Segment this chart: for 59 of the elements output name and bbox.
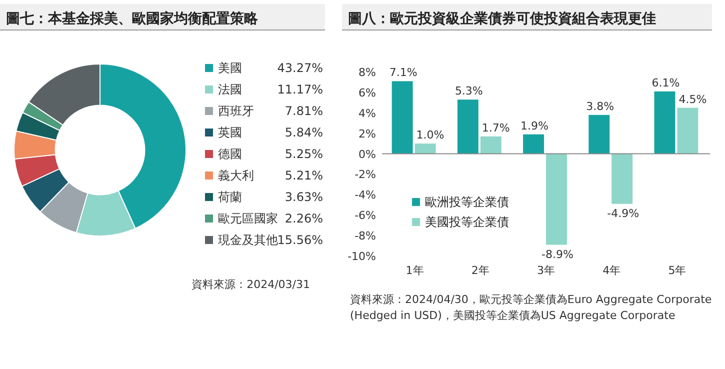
y-tick-label: 4% (358, 106, 376, 120)
bar (654, 91, 676, 154)
y-tick-label: -6% (354, 209, 376, 222)
data-label: 43.27% (277, 61, 323, 75)
source-note: 資料來源：2024/03/31 (192, 278, 310, 291)
bar (546, 154, 567, 245)
legend-label: 西班牙 (218, 104, 254, 118)
data-label: 11.17% (277, 82, 323, 96)
data-label: 1.7% (482, 121, 510, 134)
bar (612, 154, 633, 204)
bar (677, 108, 698, 154)
bar (588, 114, 610, 154)
y-tick-label: 0% (358, 148, 376, 161)
data-label: 5.84% (284, 126, 323, 140)
bar (523, 134, 544, 154)
legend-label: 美國投等企業債 (425, 215, 509, 229)
chart-title: 圖七：本基金採美、歐國家均衡配置策略 (6, 10, 259, 27)
data-label: 6.1% (652, 76, 680, 90)
y-tick-label: -10% (348, 250, 376, 263)
data-label: 5.25% (284, 147, 323, 161)
data-label: -8.9% (542, 248, 574, 261)
chart-title: 圖八：歐元投資級企業債券可使投資組合表現更佳 (348, 11, 656, 27)
legend-label: 美國 (218, 61, 242, 75)
legend-label: 法國 (218, 82, 242, 96)
data-label: 5.3% (454, 84, 483, 98)
y-tick-label: 8% (358, 66, 376, 79)
legend-label: 英國 (218, 126, 242, 140)
legend-label: 現金及其他 (218, 233, 278, 247)
data-label: 4.5% (678, 92, 707, 106)
y-tick-label: -8% (354, 230, 376, 243)
x-tick-label: 4年 (602, 264, 621, 277)
y-tick-label: -4% (354, 188, 376, 202)
bar (480, 136, 502, 154)
bar (457, 100, 478, 154)
data-label: 3.63% (284, 190, 323, 204)
y-tick-label: -2% (354, 168, 376, 182)
y-tick-label: 2% (358, 127, 376, 140)
data-label: 5.21% (284, 168, 323, 182)
y-tick-label: 6% (358, 86, 376, 100)
data-label: 2.26% (284, 212, 323, 226)
data-label: -4.9% (607, 206, 640, 220)
data-label: 1.0% (416, 128, 444, 142)
data-label: 15.56% (277, 233, 323, 247)
legend-label: 德國 (218, 147, 242, 161)
data-label: 1.9% (520, 119, 548, 132)
x-tick-label: 3年 (537, 264, 555, 277)
legend-label: 義大利 (218, 168, 254, 182)
data-label: 7.81% (284, 104, 323, 118)
source-note: 資料來源：2024/04/30，歐元投等企業債為Euro Aggregate Corporate (Hedged in USD)，美國投等企業債為US Aggregate Corporate (350, 292, 713, 324)
legend-label: 歐洲投等企業債 (425, 195, 509, 209)
x-tick-label: 1年 (406, 264, 424, 277)
data-label: 3.8% (586, 100, 614, 113)
legend-label: 荷蘭 (218, 190, 242, 204)
bar (414, 144, 436, 154)
bar (392, 81, 413, 154)
legend-label: 歐元區國家 (218, 212, 278, 226)
x-tick-label: 5年 (668, 264, 686, 277)
x-tick-label: 2年 (471, 264, 490, 277)
data-label: 7.1% (389, 66, 418, 80)
